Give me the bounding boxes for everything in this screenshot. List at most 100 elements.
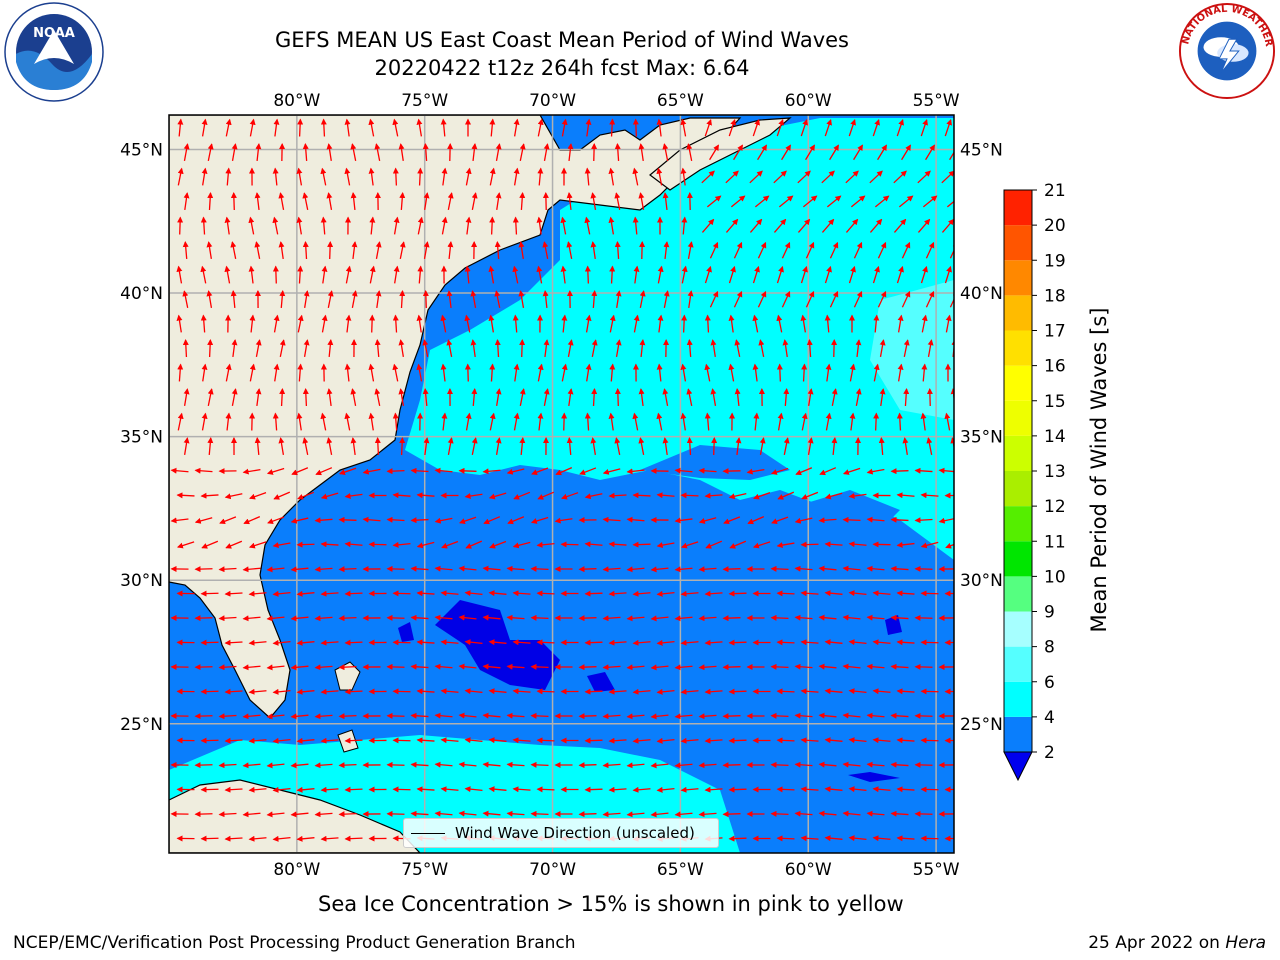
wave-arrow bbox=[728, 590, 747, 597]
wave-arrow bbox=[602, 762, 621, 769]
wave-arrow bbox=[176, 492, 195, 499]
wave-arrow bbox=[602, 468, 621, 475]
wave-arrow bbox=[608, 492, 627, 499]
wave-arrow bbox=[896, 737, 915, 744]
wave-arrow bbox=[662, 143, 669, 161]
wave-arrow bbox=[701, 170, 715, 184]
lon-tick-labels-bottom: 80°W 75°W 70°W 65°W 60°W 55°W bbox=[273, 860, 959, 880]
wave-arrow bbox=[687, 290, 694, 309]
wave-arrow bbox=[177, 412, 184, 431]
wave-arrow bbox=[537, 412, 544, 431]
wave-arrow bbox=[183, 143, 190, 161]
ocean-period-6-8 bbox=[870, 280, 954, 420]
wave-arrow bbox=[272, 167, 279, 186]
wave-arrow bbox=[416, 590, 435, 597]
wave-arrow bbox=[231, 388, 238, 406]
wave-arrow bbox=[519, 192, 526, 211]
wave-arrow bbox=[512, 786, 531, 793]
wave-arrow bbox=[567, 388, 574, 407]
wave-arrow bbox=[734, 339, 741, 357]
wave-arrow bbox=[176, 541, 195, 549]
wave-arrow bbox=[632, 688, 651, 695]
wave-arrow bbox=[399, 437, 406, 456]
wave-arrow bbox=[327, 339, 334, 358]
wave-arrow bbox=[753, 412, 760, 431]
wave-arrow bbox=[441, 540, 459, 549]
wave-arrow bbox=[392, 118, 399, 137]
wave-arrow bbox=[224, 737, 243, 744]
wave-arrow bbox=[183, 437, 190, 455]
wave-arrow bbox=[656, 363, 663, 382]
wave-arrow bbox=[632, 590, 651, 597]
wave-arrow bbox=[633, 265, 640, 284]
wave-arrow bbox=[663, 290, 670, 308]
wave-arrow bbox=[578, 762, 597, 769]
wave-arrow bbox=[368, 363, 375, 382]
wave-arrow bbox=[242, 762, 261, 769]
wave-arrow bbox=[704, 118, 712, 137]
wave-arrow bbox=[392, 737, 411, 744]
wave-arrow bbox=[890, 712, 909, 719]
wave-arrow bbox=[296, 639, 315, 646]
wave-arrow bbox=[273, 118, 280, 137]
wave-arrow bbox=[698, 713, 717, 720]
wave-arrow bbox=[890, 516, 909, 523]
wave-arrow bbox=[801, 363, 808, 382]
wave-arrow bbox=[662, 192, 669, 211]
wave-arrow bbox=[949, 290, 954, 308]
wave-arrow bbox=[392, 590, 411, 597]
wave-arrow bbox=[489, 216, 496, 235]
wave-arrow bbox=[248, 688, 267, 695]
wave-arrow bbox=[536, 688, 555, 695]
wave-arrow bbox=[770, 467, 789, 475]
wave-arrow bbox=[656, 786, 675, 793]
wave-arrow bbox=[458, 810, 477, 817]
wave-arrow bbox=[609, 118, 616, 137]
wave-arrow bbox=[728, 265, 736, 284]
wave-arrow bbox=[465, 216, 472, 235]
wave-arrow bbox=[941, 170, 954, 184]
wave-arrow bbox=[266, 566, 285, 573]
wave-arrow bbox=[866, 614, 885, 621]
wave-arrow bbox=[530, 565, 549, 572]
lon-tick-label: 80°W bbox=[273, 860, 320, 880]
wave-arrow bbox=[320, 167, 327, 186]
wave-arrow bbox=[242, 615, 261, 622]
colorbar-segment bbox=[1004, 435, 1032, 471]
wave-arrow bbox=[200, 492, 219, 499]
wave-arrow bbox=[536, 737, 555, 744]
wave-arrow bbox=[207, 192, 214, 211]
wave-arrow bbox=[656, 118, 663, 137]
lon-tick-label: 65°W bbox=[657, 91, 704, 111]
colorbar-segment bbox=[1004, 681, 1032, 717]
wave-arrow bbox=[344, 590, 363, 597]
wave-arrow bbox=[272, 590, 291, 597]
wave-arrow bbox=[728, 118, 736, 137]
wave-arrow bbox=[920, 639, 939, 646]
wave-arrow bbox=[842, 516, 861, 523]
wave-arrow bbox=[890, 468, 909, 475]
wave-arrow bbox=[344, 541, 363, 548]
wave-arrow bbox=[890, 663, 909, 670]
wave-arrow bbox=[632, 737, 651, 744]
wave-arrow bbox=[416, 639, 435, 646]
wave-arrow bbox=[722, 615, 741, 622]
wave-arrow bbox=[422, 388, 429, 407]
lat-tick-label: 30°N bbox=[120, 571, 163, 591]
lon-tick-label: 55°W bbox=[913, 91, 960, 111]
wave-arrow bbox=[626, 664, 645, 671]
wave-arrow bbox=[902, 437, 909, 455]
wave-arrow bbox=[440, 737, 459, 744]
colorbar-tick-label: 9 bbox=[1044, 603, 1055, 623]
wave-arrow bbox=[290, 566, 309, 573]
wave-arrow bbox=[776, 590, 795, 597]
wave-arrow bbox=[608, 541, 627, 548]
wave-arrow bbox=[362, 468, 381, 475]
wave-arrow bbox=[722, 762, 741, 769]
colorbar-tick-label: 2 bbox=[1044, 743, 1055, 763]
wave-arrow bbox=[829, 290, 839, 308]
wave-arrow bbox=[850, 195, 866, 208]
wave-arrow bbox=[296, 412, 303, 431]
wave-arrow bbox=[615, 290, 622, 308]
wave-arrow bbox=[949, 144, 954, 161]
